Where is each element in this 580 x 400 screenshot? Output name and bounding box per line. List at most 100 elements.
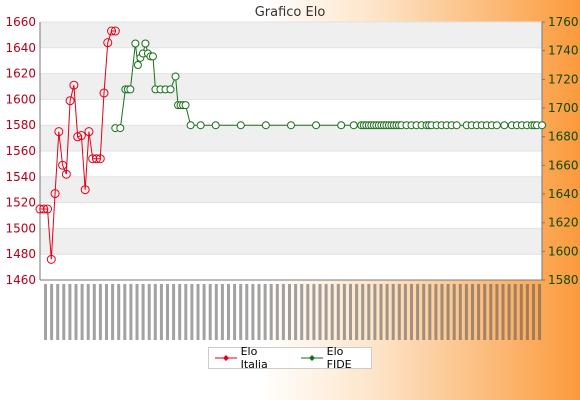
data-point-fide bbox=[131, 39, 140, 48]
data-point-fide bbox=[196, 121, 205, 130]
x-tick-label bbox=[202, 284, 206, 340]
x-tick-label bbox=[385, 284, 389, 340]
left-tick-label: 1500 bbox=[5, 221, 36, 235]
x-tick-label bbox=[68, 284, 72, 340]
data-point-fide bbox=[287, 121, 295, 130]
data-point-italia bbox=[39, 204, 49, 214]
x-tick-label bbox=[446, 284, 450, 340]
x-tick-label bbox=[483, 284, 487, 340]
x-tick-label bbox=[141, 284, 145, 340]
x-tick-label bbox=[507, 284, 511, 340]
x-tick-label bbox=[391, 284, 395, 340]
left-tick-label: 1660 bbox=[5, 15, 36, 29]
data-point-italia bbox=[110, 26, 120, 36]
x-tick-label bbox=[397, 284, 401, 340]
right-tick-label: 1680 bbox=[548, 130, 579, 144]
x-tick-label bbox=[92, 284, 96, 340]
data-point-italia bbox=[103, 38, 113, 48]
x-tick-label bbox=[501, 284, 505, 340]
x-tick-label bbox=[477, 284, 481, 340]
x-tick-label bbox=[233, 284, 237, 340]
x-tick-label bbox=[416, 284, 420, 340]
x-tick-label bbox=[251, 284, 255, 340]
data-point-fide bbox=[211, 121, 220, 130]
left-tick-label: 1560 bbox=[5, 144, 36, 158]
data-point-italia bbox=[73, 132, 83, 142]
legend-swatch-fide bbox=[301, 355, 323, 361]
x-tick-label bbox=[422, 284, 426, 340]
data-point-fide bbox=[186, 121, 195, 130]
x-tick-label bbox=[227, 284, 230, 340]
x-tick-label bbox=[62, 284, 66, 340]
data-point-fide bbox=[181, 101, 190, 110]
data-point-fide bbox=[133, 61, 142, 69]
x-tick-label bbox=[538, 284, 542, 340]
data-point-italia bbox=[91, 154, 101, 164]
x-tick-label bbox=[519, 284, 523, 340]
x-tick-label bbox=[56, 284, 60, 340]
x-tick-label bbox=[342, 284, 346, 340]
data-point-italia bbox=[95, 154, 105, 164]
x-tick-label bbox=[129, 284, 133, 340]
x-tick-label bbox=[245, 284, 249, 340]
x-tick-label bbox=[355, 284, 359, 340]
plot-area bbox=[35, 26, 546, 264]
left-tick-label: 1540 bbox=[5, 170, 36, 184]
axes bbox=[39, 22, 543, 281]
x-tick-label bbox=[147, 284, 151, 340]
left-tick-label: 1580 bbox=[5, 118, 36, 132]
data-point-fide bbox=[166, 85, 175, 94]
x-tick-label bbox=[330, 284, 334, 340]
data-point-italia bbox=[80, 185, 90, 195]
x-tick-label bbox=[184, 284, 188, 340]
data-point-italia bbox=[65, 96, 75, 106]
x-tick-label bbox=[434, 284, 438, 340]
right-tick-label: 1700 bbox=[548, 101, 579, 115]
x-tick-label bbox=[117, 284, 121, 340]
data-point-fide bbox=[116, 124, 125, 133]
data-point-italia bbox=[69, 80, 79, 90]
x-tick-label bbox=[190, 284, 194, 340]
data-point-fide bbox=[126, 85, 135, 94]
chart-legend: Elo Italia Elo FIDE bbox=[208, 345, 372, 371]
x-tick-label bbox=[275, 284, 279, 340]
x-tick-label bbox=[153, 284, 157, 340]
data-point-fide bbox=[500, 121, 509, 130]
x-tick-label bbox=[464, 284, 468, 340]
x-tick-label bbox=[410, 284, 413, 340]
data-point-italia bbox=[107, 26, 117, 36]
x-tick-label bbox=[269, 284, 273, 340]
data-point-fide bbox=[148, 52, 157, 61]
x-tick-label bbox=[50, 284, 54, 340]
grid-band bbox=[40, 22, 542, 48]
x-tick-label bbox=[178, 284, 182, 340]
right-tick-label: 1580 bbox=[548, 273, 579, 287]
right-tick-label: 1760 bbox=[548, 15, 579, 29]
x-tick-label bbox=[361, 284, 365, 340]
x-tick-label bbox=[379, 284, 383, 340]
legend-item-italia: Elo Italia bbox=[215, 345, 287, 371]
data-point-fide bbox=[349, 121, 358, 130]
x-tick-label bbox=[440, 284, 444, 340]
x-tick-label bbox=[123, 284, 127, 340]
x-tick-label bbox=[458, 284, 462, 340]
x-tick-label bbox=[172, 284, 176, 340]
right-tick-label: 1720 bbox=[548, 72, 579, 86]
grid-band bbox=[40, 176, 542, 203]
x-tick-label bbox=[294, 284, 298, 340]
x-tick-label bbox=[300, 284, 304, 340]
x-tick-label bbox=[336, 284, 340, 340]
data-point-fide bbox=[452, 121, 461, 130]
data-point-fide bbox=[312, 121, 321, 130]
x-tick-label bbox=[324, 284, 328, 340]
x-tick-label bbox=[111, 284, 115, 340]
legend-label-fide: Elo FIDE bbox=[326, 345, 352, 371]
x-tick-label bbox=[306, 284, 310, 340]
x-tick-label bbox=[525, 284, 529, 340]
data-point-italia bbox=[61, 169, 71, 179]
x-tick-label bbox=[312, 284, 316, 340]
x-tick-label bbox=[239, 284, 243, 340]
right-tick-label: 1600 bbox=[548, 244, 579, 258]
x-tick-label bbox=[288, 284, 291, 340]
left-tick-label: 1620 bbox=[5, 67, 36, 81]
